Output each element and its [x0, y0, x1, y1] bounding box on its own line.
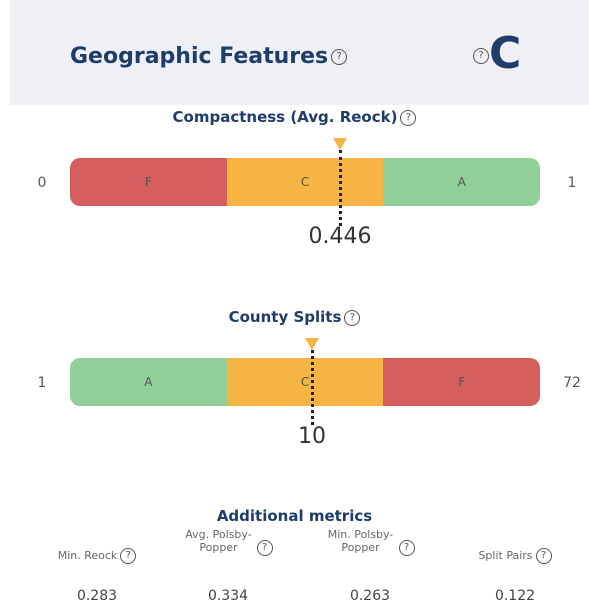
metric-value: 0.446 [308, 224, 372, 249]
metric-value: 0.122 [494, 588, 536, 604]
gauge-segment: F [383, 358, 540, 406]
metric-label: Avg. Polsby-Popper? [168, 528, 288, 556]
metric-label: Split Pairs? [455, 548, 575, 564]
metric-title: County Splits? [0, 308, 589, 326]
grade-box: ? C [470, 28, 521, 79]
help-icon[interactable]: ? [344, 309, 361, 326]
help-icon[interactable]: ? [120, 548, 137, 564]
marker-line [339, 150, 342, 226]
gauge-segment: A [383, 158, 540, 206]
gauge-segment: C [226, 358, 384, 406]
gauge-segment: C [226, 158, 384, 206]
help-icon[interactable]: ? [256, 540, 273, 556]
additional-title: Additional metrics [216, 507, 373, 525]
help-icon[interactable]: ? [331, 49, 348, 65]
metric-label-text: Split Pairs [478, 549, 533, 562]
metric-label: Min. Reock? [37, 548, 157, 564]
min-label: 1 [37, 375, 47, 391]
metric-title-text: Compactness (Avg. Reock) [172, 108, 398, 126]
header: Geographic Features? [70, 44, 348, 69]
max-label: 1 [567, 175, 577, 191]
metric-title-text: County Splits [228, 308, 342, 326]
max-label: 72 [563, 375, 581, 391]
marker-line [311, 350, 314, 425]
grade: C [489, 28, 522, 79]
header-band [10, 0, 589, 105]
help-icon[interactable]: ? [400, 109, 417, 126]
marker-triangle [305, 338, 319, 350]
metric-value: 10 [298, 424, 326, 449]
metric-value: 0.283 [76, 588, 118, 604]
metric-label-text: Min. Polsby-Popper [327, 528, 394, 554]
metric-title: Compactness (Avg. Reock)? [0, 108, 589, 126]
title: Geographic Features [70, 44, 329, 69]
min-label: 0 [37, 175, 47, 191]
help-icon[interactable]: ? [473, 48, 489, 64]
metric-label-text: Avg. Polsby-Popper [185, 528, 252, 554]
marker-triangle [333, 138, 347, 150]
metric-value: 0.263 [349, 588, 391, 604]
gauge-segment: F [70, 158, 227, 206]
metric-label: Min. Polsby-Popper? [310, 528, 430, 556]
help-icon[interactable]: ? [535, 548, 552, 564]
help-icon[interactable]: ? [398, 540, 415, 556]
metric-label-text: Min. Reock [57, 549, 118, 562]
metric-value: 0.334 [207, 588, 249, 604]
gauge-segment: A [70, 358, 227, 406]
